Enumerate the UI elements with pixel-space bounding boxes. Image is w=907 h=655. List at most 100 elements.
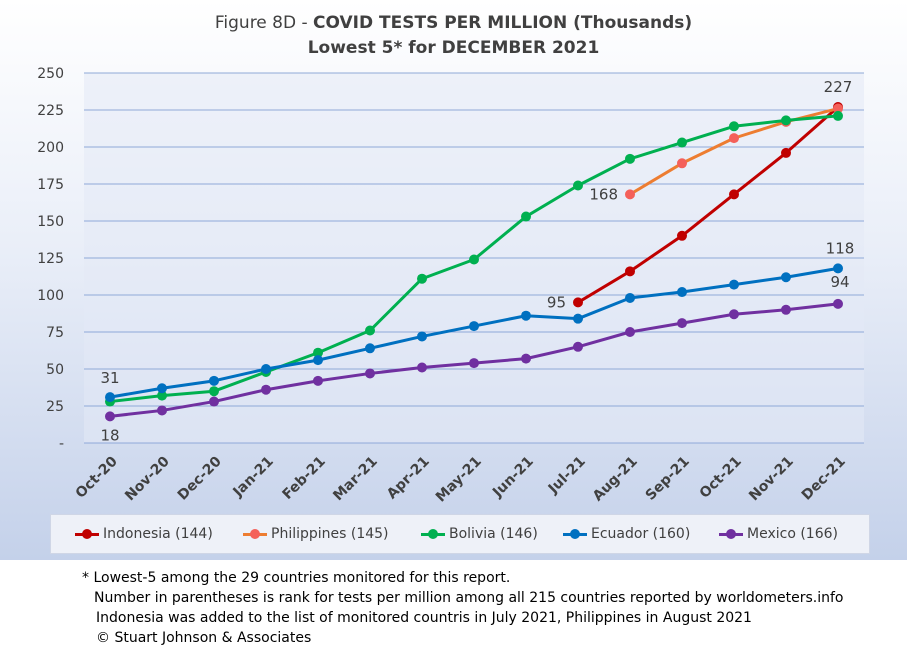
footnote-1: * Lowest-5 among the 29 countries monito… [82,570,511,586]
data-point-philippines [833,103,843,114]
data-point-indonesia [729,189,739,200]
data-point-ecuador [105,392,115,403]
legend-item: Bolivia (146) [421,526,538,542]
footnotes: * Lowest-5 among the 29 countries monito… [82,568,843,648]
data-point-bolivia [157,390,167,401]
data-point-mexico [157,405,167,416]
line-chart: 250 225 200 175 150 125 100 75 50 25 -Oct-20 Nov-20… [37,66,864,505]
data-point-philippines [729,133,739,144]
legend-swatch [75,527,99,541]
legend-label: Bolivia (146) [449,526,538,542]
legend-label: Mexico (166) [747,526,838,542]
data-point-bolivia [209,386,219,397]
data-point-mexico [521,353,531,364]
data-point-ecuador [469,321,479,332]
y-tick-label: 200 [37,140,64,156]
data-point-ecuador [573,313,583,324]
x-tick-label: Jun-21 [489,454,537,502]
data-point-philippines [625,189,635,200]
data-point-bolivia [625,153,635,164]
data-label: 31 [100,369,119,387]
data-point-ecuador [781,272,791,283]
data-point-bolivia [417,273,427,284]
x-tick-label: Dec-20 [175,453,225,503]
legend-swatch [563,527,587,541]
legend-swatch [421,527,445,541]
y-tick-label: 175 [37,177,64,193]
data-label: 118 [826,239,855,257]
data-point-mexico [781,304,791,315]
x-tick-label: Oct-21 [697,454,745,502]
footnote-4: © Stuart Johnson & Associates [96,630,312,646]
x-tick-label: Nov-20 [122,453,173,504]
data-point-ecuador [313,355,323,366]
data-label: 227 [824,78,853,96]
y-tick-label: - [59,436,64,452]
data-point-mexico [833,298,843,309]
data-point-bolivia [729,121,739,132]
y-tick-label: 25 [46,399,64,415]
x-tick-label: Nov-21 [746,454,797,505]
x-tick-label: Apr-21 [384,454,433,503]
data-point-bolivia [365,325,375,336]
y-tick-label: 125 [37,251,64,267]
legend-label: Ecuador (160) [591,526,691,542]
x-tick-label: Oct-20 [73,453,121,501]
data-label: 94 [830,273,849,291]
data-point-mexico [209,396,219,407]
data-point-ecuador [833,263,843,274]
x-tick-label: Sep-21 [643,454,693,504]
y-tick-label: 225 [37,103,64,119]
data-point-ecuador [677,287,687,298]
legend-swatch [243,527,267,541]
legend-label: Philippines (145) [271,526,389,542]
data-point-mexico [677,318,687,329]
data-point-indonesia [677,230,687,241]
legend-label: Indonesia (144) [103,526,213,542]
data-point-bolivia [521,211,531,222]
data-point-mexico [625,327,635,337]
data-point-bolivia [469,254,479,265]
footnote-2: Number in parentheses is rank for tests … [94,590,844,606]
chart-subtitle: Lowest 5* for DECEMBER 2021 [307,38,600,58]
data-point-philippines [677,158,687,169]
data-point-ecuador [209,375,219,386]
data-point-mexico [573,341,583,352]
y-tick-label: 100 [37,288,64,304]
x-tick-label: Aug-21 [590,454,641,505]
data-point-mexico [313,375,323,386]
data-point-bolivia [677,137,687,148]
data-point-ecuador [417,331,427,342]
data-point-ecuador [261,364,271,374]
data-point-mexico [469,358,479,369]
chart-legend: Indonesia (144) Philippines (145) Bolivia … [50,514,870,554]
chart-title: Figure 8D - COVID TESTS PER MILLION (Tho… [0,13,907,33]
data-point-ecuador [157,383,167,394]
x-tick-label: Dec-21 [799,454,849,504]
legend-item: Mexico (166) [719,526,838,542]
data-point-mexico [729,309,739,320]
data-point-indonesia [573,297,583,308]
series-line-indonesia [577,105,839,304]
data-point-bolivia [573,180,583,191]
data-label: 95 [547,293,566,311]
data-point-bolivia [313,347,323,358]
data-point-indonesia [781,147,791,158]
data-point-mexico [417,362,427,373]
legend-swatch [719,527,743,541]
y-tick-label: 250 [37,66,64,82]
data-point-mexico [261,384,271,395]
data-label: 168 [589,185,618,203]
x-tick-label: Mar-21 [330,454,381,505]
y-tick-label: 75 [46,325,64,341]
data-point-indonesia [625,266,635,277]
data-point-ecuador [625,292,635,303]
data-label: 18 [100,426,119,444]
chart-title-main: COVID TESTS PER MILLION (Thousands) [313,13,693,33]
legend-item: Ecuador (160) [563,526,690,542]
data-point-mexico [365,368,375,379]
chart-title-prefix: Figure 8D - [214,13,314,33]
y-tick-label: 50 [46,362,64,378]
y-tick-label: 150 [37,214,64,230]
x-tick-label: Jul-21 [545,454,589,498]
